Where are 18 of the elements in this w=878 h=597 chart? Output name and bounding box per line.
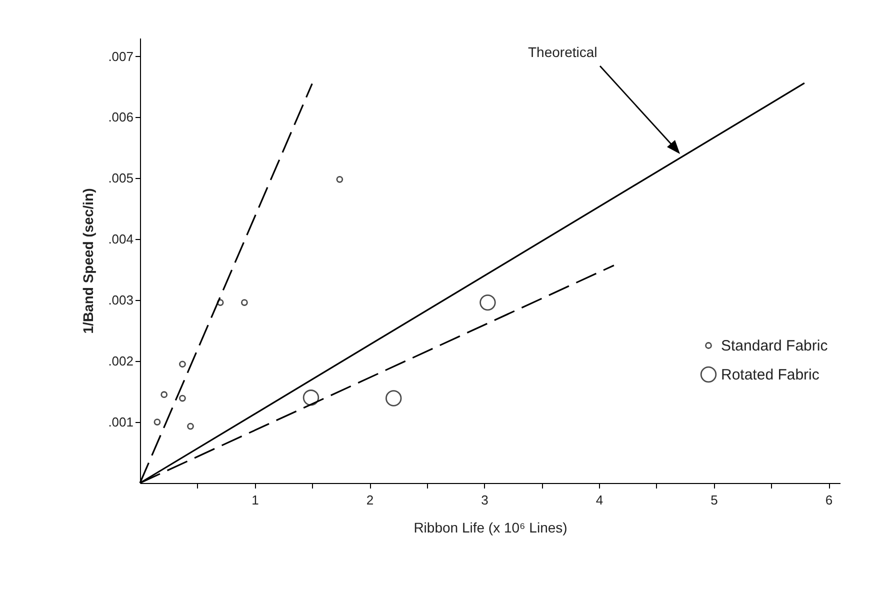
x-tick-label: 6 [825,492,833,508]
x-tick-label: 2 [366,492,374,508]
legend-label: Standard Fabric [721,338,828,354]
x-axis-title: Ribbon Life (x 10⁶ Lines) [414,520,568,536]
y-tick-label: .004 [108,232,134,247]
y-tick-label: .007 [108,48,134,64]
y-tick-label: .005 [108,170,134,186]
y-tick-label: .003 [108,292,134,308]
x-tick-label: 3 [481,492,488,508]
y-tick-label: .006 [108,110,134,125]
y-axis-title: 1/Band Speed (sec/in) [80,188,96,334]
annotation: Theoretical [528,44,598,60]
y-tick-label: .001 [108,414,134,430]
x-tick-label: 1 [252,492,259,508]
legend-label: Rotated Fabric [721,366,820,384]
x-tick-label: 4 [596,492,604,508]
y-tick-label: .002 [108,354,134,369]
x-tick-label: 5 [710,492,718,508]
